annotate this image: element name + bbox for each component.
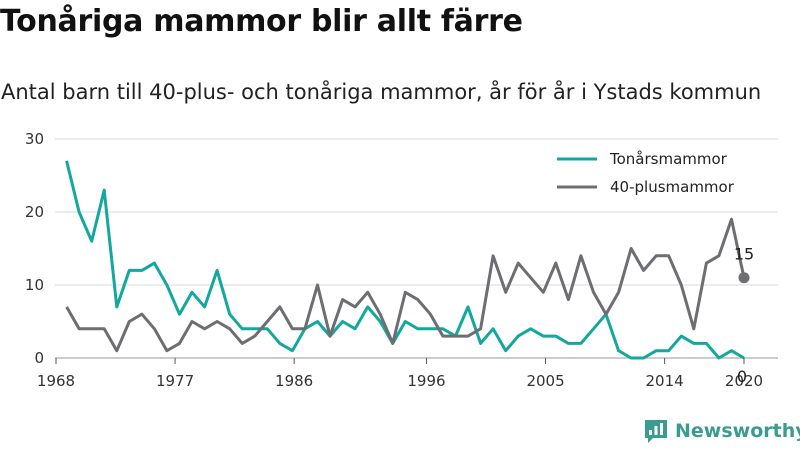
x-tick-label: 1977 <box>156 372 194 390</box>
brand-name: Newsworthy <box>675 420 800 442</box>
x-tick-label: 1986 <box>275 372 313 390</box>
y-axis-ticks: 0 10 20 30 <box>25 130 44 367</box>
x-tick-label: 2014 <box>646 372 684 390</box>
newsworthy-logo: Newsworthy <box>643 418 800 444</box>
chart-title: Tonåriga mammor blir allt färre <box>0 4 523 39</box>
legend-label: Tonårsmammor <box>609 150 728 168</box>
chart-subtitle: Antal barn till 40-plus- och tonåriga ma… <box>1 80 762 104</box>
x-tick-label: 2020 <box>725 372 763 390</box>
newsworthy-logo-icon <box>645 420 667 443</box>
legend-label: 40-plusmammor <box>610 178 735 196</box>
x-tick-label: 1968 <box>37 372 75 390</box>
x-axis-ticks: 1968 1977 1986 1996 2005 2014 2020 <box>37 358 763 390</box>
y-tick-label: 30 <box>25 130 44 148</box>
series-line-teen <box>65 160 745 360</box>
series-lines <box>65 160 746 360</box>
y-tick-label: 10 <box>25 276 44 294</box>
end-point-forty <box>738 272 750 284</box>
legend: Tonårsmammor 40-plusmammor <box>557 150 735 196</box>
y-tick-label: 0 <box>34 349 44 367</box>
x-tick-label: 2005 <box>526 372 564 390</box>
line-chart: 0 10 20 30 1968 1977 1986 1996 2005 2014 2020 Ton… <box>25 130 778 390</box>
end-label-teen: 0 <box>737 367 747 386</box>
end-labels: 0 15 <box>734 245 754 386</box>
gridlines <box>55 138 778 359</box>
y-tick-label: 20 <box>25 203 44 221</box>
x-tick-label: 1996 <box>407 372 445 390</box>
end-label-forty: 15 <box>734 245 754 264</box>
series-line-forty <box>65 217 746 353</box>
